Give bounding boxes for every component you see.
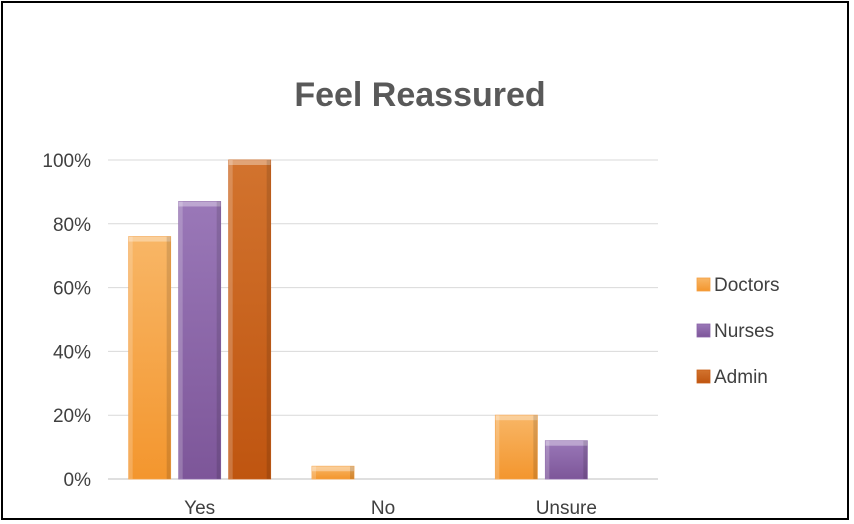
- legend-label: Doctors: [714, 275, 779, 296]
- bar-doctors-no: [311, 465, 355, 480]
- bar-nurses-unsure: [544, 440, 588, 480]
- legend-item-doctors: Doctors: [696, 275, 779, 296]
- legend-swatch: [696, 277, 711, 292]
- legend: Doctors Nurses Admin: [696, 275, 779, 388]
- legend-label: Admin: [714, 367, 768, 388]
- x-category-label: Yes: [184, 498, 215, 519]
- y-tick-label: 20%: [53, 406, 91, 427]
- chart-title: Feel Reassured: [294, 76, 545, 114]
- legend-item-admin: Admin: [696, 367, 768, 388]
- x-category-label: Unsure: [536, 498, 597, 519]
- bar-nurses-yes: [178, 201, 222, 480]
- y-tick-label: 0%: [64, 470, 92, 491]
- y-tick-label: 100%: [42, 151, 91, 172]
- legend-swatch: [696, 369, 711, 384]
- bar-admin-yes: [228, 159, 272, 480]
- bar-doctors-yes: [128, 236, 172, 480]
- y-axis-ticks: 0% 20% 40% 60% 80% 100%: [42, 151, 91, 491]
- x-axis-categories: Yes No Unsure: [184, 498, 597, 519]
- legend-swatch: [696, 323, 711, 338]
- bar-doctors-unsure: [494, 414, 538, 480]
- bars: [128, 159, 588, 480]
- y-tick-label: 40%: [53, 342, 91, 363]
- y-tick-label: 60%: [53, 279, 91, 300]
- legend-item-nurses: Nurses: [696, 321, 774, 342]
- y-tick-label: 80%: [53, 215, 91, 236]
- legend-label: Nurses: [714, 321, 774, 342]
- x-category-label: No: [371, 498, 395, 519]
- bar-chart: Feel Reassured 0% 20% 40% 60% 80% 100% Yes No U…: [42, 76, 779, 519]
